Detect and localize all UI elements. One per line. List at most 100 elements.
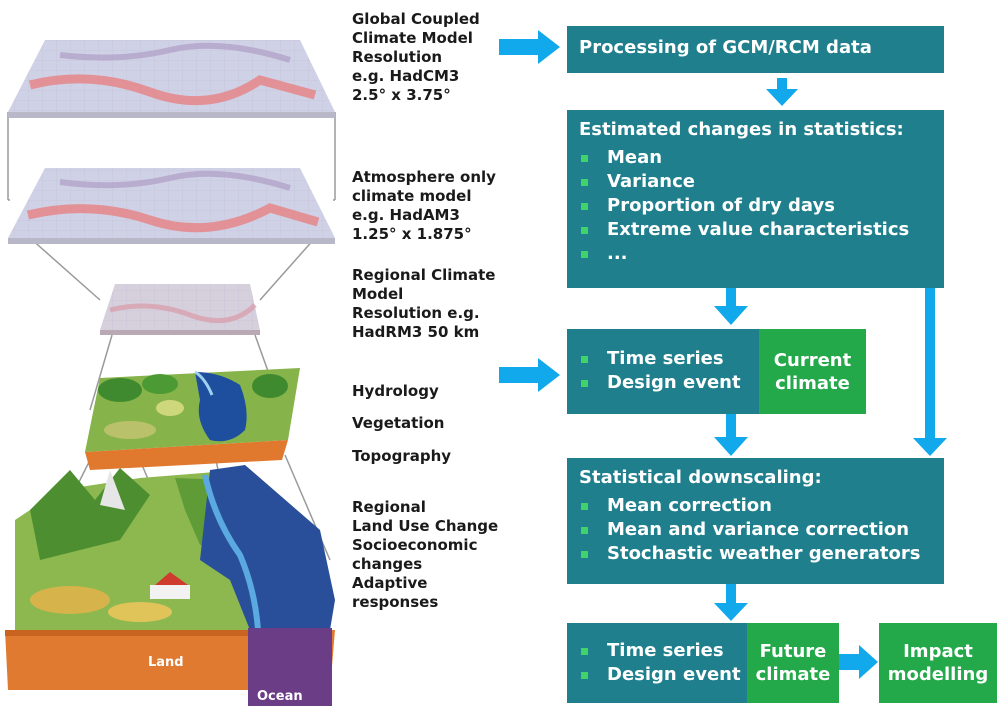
list-item-text: Mean correction xyxy=(607,495,772,516)
list-item-text: Mean and variance correction xyxy=(607,519,910,540)
list-item: Design event xyxy=(579,371,741,395)
arrow-processing-to-estimated xyxy=(766,78,798,106)
bullet-icon xyxy=(581,203,588,210)
list-item: Extreme value characteristics xyxy=(579,218,909,242)
estimated-title: Estimated changes in statistics: xyxy=(579,119,904,140)
regional-line: Socioeconomic xyxy=(352,536,478,554)
estimated-changes-box: Estimated changes in statistics: Mean Va… xyxy=(567,110,944,288)
agcm-line: e.g. HadAM3 xyxy=(352,206,460,224)
estimated-list: Mean Variance Proportion of dry days Ext… xyxy=(579,146,909,266)
future-climate-line: Future xyxy=(759,641,827,662)
list-item: Mean and variance correction xyxy=(579,518,920,542)
impact-line: modelling xyxy=(887,664,989,685)
list-item: Stochastic weather generators xyxy=(579,542,920,566)
arrow-estimated-to-downscaling xyxy=(913,288,947,456)
arrow-current-to-downscaling xyxy=(714,414,748,456)
hydrology-label: Hydrology xyxy=(352,382,502,401)
arrow-estimated-to-current xyxy=(714,288,748,325)
bullet-icon xyxy=(581,551,588,558)
hydrology-text: Hydrology xyxy=(352,382,439,400)
current-climate-box: Current climate xyxy=(759,329,866,414)
list-item-text: Proportion of dry days xyxy=(607,195,835,216)
list-item-text: Time series xyxy=(607,640,724,661)
list-item-text: Mean xyxy=(607,147,663,168)
terrain-block xyxy=(5,465,335,706)
processing-title: Processing of GCM/RCM data xyxy=(579,37,872,58)
gcm-description: Global Coupled Climate Model Resolution … xyxy=(352,10,502,105)
list-item: ... xyxy=(579,242,909,266)
list-item: Mean correction xyxy=(579,494,920,518)
list-item: Time series xyxy=(579,347,741,371)
processing-box: Processing of GCM/RCM data xyxy=(567,26,944,73)
future-list: Time series Design event xyxy=(579,639,741,687)
bullet-icon xyxy=(581,251,588,258)
topography-text: Topography xyxy=(352,447,452,465)
bullet-icon xyxy=(581,179,588,186)
bullet-icon xyxy=(581,227,588,234)
regional-line: Regional xyxy=(352,498,426,516)
rcm-line: HadRM3 50 km xyxy=(352,323,480,341)
current-time-series-box: Time series Design event xyxy=(567,329,759,414)
regional-line: responses xyxy=(352,593,439,611)
gcm-line: 2.5° x 3.75° xyxy=(352,86,451,104)
future-climate-line: climate xyxy=(755,664,831,685)
impact-modelling-box: Impact modelling xyxy=(879,623,997,703)
gcm-line: Global Coupled xyxy=(352,10,480,28)
rcm-line: Resolution e.g. xyxy=(352,304,480,322)
impact-line: Impact xyxy=(903,641,973,662)
list-item-text: Variance xyxy=(607,171,695,192)
agcm-line: climate model xyxy=(352,187,472,205)
current-climate-line: climate xyxy=(775,372,850,394)
future-climate-box: Future climate xyxy=(747,623,839,703)
landscape-slab xyxy=(85,368,300,470)
bullet-icon xyxy=(581,648,588,655)
list-item-text: Extreme value characteristics xyxy=(607,219,910,240)
bullet-icon xyxy=(581,380,588,387)
arrow-gcm-to-processing xyxy=(499,30,560,64)
agcm-line: Atmosphere only xyxy=(352,168,496,186)
list-item-text: Stochastic weather generators xyxy=(607,543,921,564)
arrow-future-to-impact xyxy=(839,645,878,679)
topography-label: Topography xyxy=(352,447,502,466)
downscaling-list: Mean correction Mean and variance correc… xyxy=(579,494,920,566)
downscaling-title: Statistical downscaling: xyxy=(579,467,822,488)
current-climate-line: Current xyxy=(773,349,852,371)
regional-line: Adaptive xyxy=(352,574,428,592)
gcm-map-slab xyxy=(8,40,335,118)
arrow-rcm-to-time-series xyxy=(499,358,560,392)
bullet-icon xyxy=(581,155,588,162)
gcm-line: e.g. HadCM3 xyxy=(352,67,460,85)
list-item-text: Design event xyxy=(607,664,741,685)
gcm-line: Resolution xyxy=(352,48,443,66)
vegetation-text: Vegetation xyxy=(352,414,445,432)
rcm-line: Model xyxy=(352,285,404,303)
rcm-map-slab xyxy=(100,284,260,335)
list-item-text: Time series xyxy=(607,348,724,369)
list-item-text: ... xyxy=(607,243,628,264)
bullet-icon xyxy=(581,527,588,534)
future-time-series-box: Time series Design event xyxy=(567,623,747,703)
model-stack-illustration xyxy=(5,40,336,706)
rcm-description: Regional Climate Model Resolution e.g. H… xyxy=(352,266,502,342)
regional-line: Land Use Change xyxy=(352,517,499,535)
bullet-icon xyxy=(581,672,588,679)
arrow-downscaling-to-future xyxy=(714,584,748,621)
agcm-line: 1.25° x 1.875° xyxy=(352,225,472,243)
bullet-icon xyxy=(581,503,588,510)
agcm-description: Atmosphere only climate model e.g. HadAM… xyxy=(352,168,502,244)
ocean-label: Ocean xyxy=(257,689,303,704)
list-item: Design event xyxy=(579,663,741,687)
rcm-line: Regional Climate xyxy=(352,266,496,284)
list-item-text: Design event xyxy=(607,372,741,393)
bullet-icon xyxy=(581,356,588,363)
list-item: Mean xyxy=(579,146,909,170)
vegetation-label: Vegetation xyxy=(352,414,502,433)
gcm-line: Climate Model xyxy=(352,29,473,47)
agcm-map-slab xyxy=(8,168,335,244)
land-label: Land xyxy=(148,655,184,670)
downscaling-box: Statistical downscaling: Mean correction… xyxy=(567,458,944,584)
regional-description: Regional Land Use Change Socioeconomic c… xyxy=(352,498,502,612)
current-list: Time series Design event xyxy=(579,347,741,395)
list-item: Variance xyxy=(579,170,909,194)
